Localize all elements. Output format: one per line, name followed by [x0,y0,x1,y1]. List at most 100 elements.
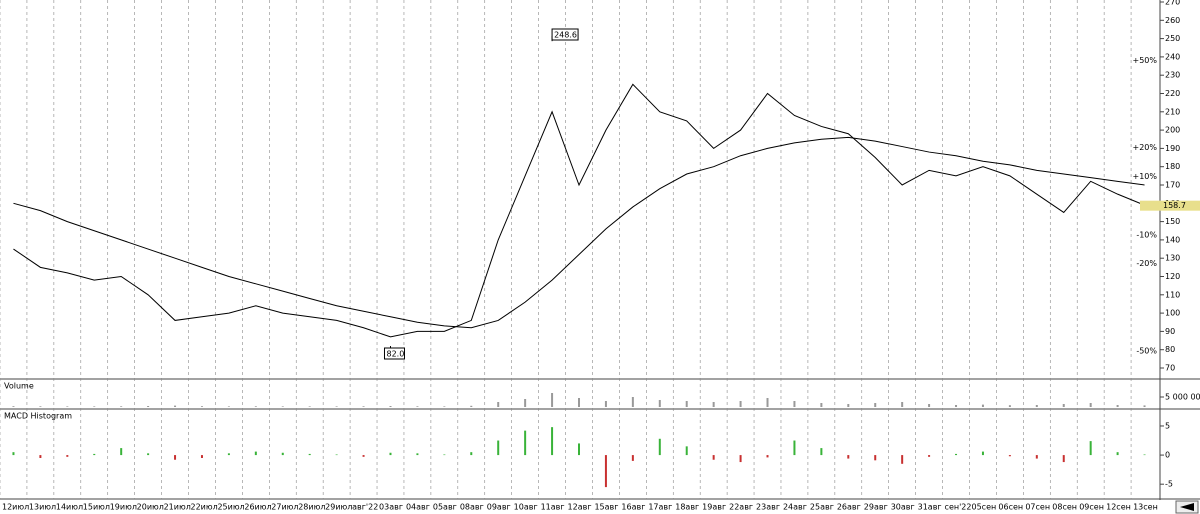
bar [227,453,230,456]
y-tick-label: 70 [1165,364,1175,373]
x-tick-label: 23авг [756,503,780,512]
bar [200,406,203,407]
bar [712,455,715,460]
x-tick-label: 26июл [244,503,271,512]
bar [93,406,96,407]
y-tick-label: 0 [1165,451,1170,460]
x-tick-label: 15авг [594,503,618,512]
x-tick-label: 15июл [83,503,110,512]
bar [470,405,473,407]
bar [120,448,123,456]
bar [335,454,338,456]
price-line [13,136,1145,329]
high-label: 248.6 [554,31,577,40]
bar [147,406,150,407]
bar [1008,405,1011,407]
bar [254,451,257,456]
bar [901,402,904,407]
y-tick-label: 140 [1165,235,1180,244]
bar [1035,455,1038,459]
y-tick-label: 5 [1165,421,1170,430]
x-tick-label: 25авг [810,503,834,512]
bar [174,455,177,460]
x-tick-label: 08авг [460,503,484,512]
level-label: +20% [1133,143,1158,152]
bar [578,398,580,407]
bar [470,452,473,456]
bar [955,405,958,407]
scroll-button[interactable] [1175,500,1199,514]
bar [820,448,823,456]
high-box [551,28,579,41]
bar [685,401,688,407]
bar [847,404,850,407]
x-tick-label: 09авг [487,503,511,512]
bar [39,406,42,407]
y-tick-label: 210 [1165,107,1180,116]
y-tick-label: -5 [1165,480,1173,489]
bar [551,427,554,456]
y-tick-label: 150 [1165,217,1180,226]
y-tick-label: 90 [1165,327,1175,336]
y-tick-label: 170 [1165,181,1180,190]
bar [524,430,527,456]
y-tick-label: 230 [1165,71,1180,80]
x-tick-label: 03авг [379,503,403,512]
bar [928,404,931,407]
bar [1089,403,1092,407]
x-tick-label: 10авг [514,503,538,512]
bar [281,452,284,456]
x-tick-label: авг'22 [352,503,378,512]
y-tick-label: 120 [1165,272,1180,281]
bar [551,393,554,407]
bar [416,453,419,456]
bar [874,455,877,461]
level-label: -10% [1136,230,1157,239]
bar [12,406,15,407]
bar [928,455,931,457]
low-box [383,347,405,360]
bar [443,406,446,407]
bar [631,455,634,461]
x-tick-label: 07сен [1025,503,1050,512]
bar [174,405,177,407]
bar [1089,441,1092,456]
x-tick-label: 18авг [675,503,699,512]
bar [66,455,69,457]
x-tick-label: 12сен [1106,503,1131,512]
x-tick-label: 22авг [729,503,753,512]
bar [1116,452,1119,456]
bar [524,399,527,407]
level-label: +10% [1133,172,1158,181]
bar [12,452,15,456]
x-tick-label: 19июл [110,503,137,512]
x-tick-label: 13сен [1133,503,1158,512]
y-tick-label: 240 [1165,52,1180,61]
bar [254,406,257,407]
x-tick-label: 12авг [568,503,592,512]
bar [874,403,877,407]
x-tick-label: 30авг [891,503,915,512]
bar [362,406,365,407]
x-tick-label: 19авг [702,503,726,512]
x-tick-label: 20июл [137,503,164,512]
bar [981,451,984,456]
bar [497,402,500,407]
bar [1062,404,1065,407]
bar [793,401,796,407]
y-tick-label: 100 [1165,309,1180,318]
x-tick-label: 22июл [191,503,218,512]
bar [281,406,284,407]
level-label: +50% [1133,56,1158,65]
bar [443,454,446,456]
bar [227,406,230,407]
y-tick-label: 190 [1165,144,1180,153]
bar [120,406,123,407]
y-tick-label: 200 [1165,126,1180,135]
x-tick-label: 31авг [918,503,942,512]
last-label: 158.7 [1163,201,1186,210]
bar [766,398,769,407]
y-tick-label: 110 [1165,290,1180,299]
